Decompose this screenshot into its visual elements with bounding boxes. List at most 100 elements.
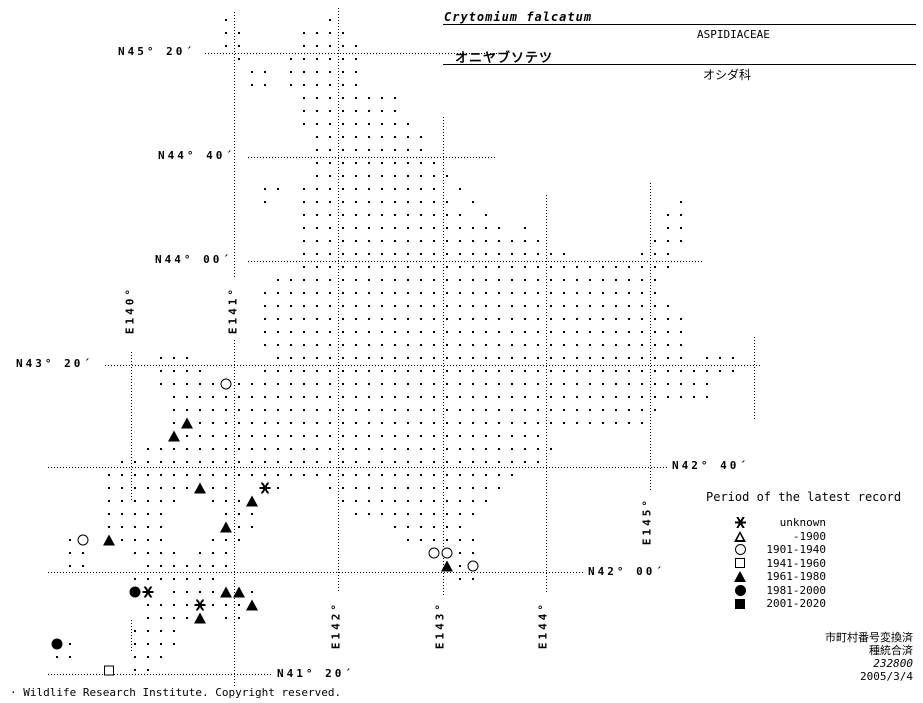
map-dot [186,591,188,593]
map-dot [160,604,162,606]
map-dot [173,383,175,385]
map-dot [212,383,214,385]
map-dot [329,344,331,346]
map-dot [264,409,266,411]
map-dot [355,357,357,359]
map-dot [628,305,630,307]
map-dot [732,370,734,372]
map-dot [472,253,474,255]
map-dot [277,370,279,372]
map-dot [355,448,357,450]
map-dot [693,370,695,372]
map-dot [160,448,162,450]
map-dot [173,630,175,632]
map-dot [394,97,396,99]
map-dot [355,461,357,463]
map-dot [472,331,474,333]
map-dot [329,123,331,125]
graticule-lon-line [234,340,235,688]
map-dot [251,513,253,515]
map-dot [329,305,331,307]
map-dot [160,552,162,554]
map-dot [576,292,578,294]
map-dot [446,279,448,281]
map-dot [446,500,448,502]
map-dot [394,474,396,476]
map-dot [290,474,292,476]
map-dot [602,370,604,372]
map-dot [290,305,292,307]
map-dot [485,214,487,216]
map-dot [134,513,136,515]
map-dot [420,435,422,437]
map-dot [537,396,539,398]
map-dot [160,578,162,580]
map-dot [251,448,253,450]
map-dot [498,461,500,463]
map-dot [329,19,331,21]
map-dot [407,422,409,424]
triangle-filled-mark [181,417,193,429]
map-dot [316,149,318,151]
map-dot [277,422,279,424]
map-dot [602,266,604,268]
map-dot [303,331,305,333]
map-dot [368,292,370,294]
map-dot [368,279,370,281]
map-dot [576,344,578,346]
map-dot [329,292,331,294]
record-symbol-circle-filled [129,583,141,602]
map-dot [472,513,474,515]
map-dot [329,240,331,242]
map-dot [485,396,487,398]
map-dot [537,253,539,255]
map-dot [238,58,240,60]
map-dot [342,123,344,125]
map-dot [472,357,474,359]
legend-item-label: 1961-1980 [766,570,826,584]
map-dot [420,253,422,255]
map-dot [342,435,344,437]
map-dot [199,383,201,385]
map-dot [264,84,266,86]
map-dot [277,474,279,476]
map-dot [368,344,370,346]
family-latin-name: ASPIDIACEAE [697,28,770,41]
map-dot [498,318,500,320]
map-dot [342,162,344,164]
map-dot [368,435,370,437]
map-dot [238,448,240,450]
triangle-filled-icon [734,571,746,583]
triangle-filled-mark [168,430,180,442]
map-dot [537,461,539,463]
asterisk-mark [142,586,154,598]
map-dot [381,292,383,294]
map-dot [485,227,487,229]
map-dot [251,84,253,86]
map-dot [654,292,656,294]
square-filled-icon [735,598,745,609]
map-dot [147,656,149,658]
map-dot [654,318,656,320]
map-dot [472,266,474,268]
map-dot [602,357,604,359]
map-dot [407,513,409,515]
map-dot [355,97,357,99]
map-dot [225,461,227,463]
map-dot [264,461,266,463]
map-dot [394,500,396,502]
map-dot [433,188,435,190]
map-dot [537,279,539,281]
map-dot [173,643,175,645]
map-dot [459,565,461,567]
map-dot [498,279,500,281]
map-dot [459,188,461,190]
map-dot [238,32,240,34]
map-dot [342,422,344,424]
map-dot [173,565,175,567]
map-dot [368,136,370,138]
map-dot [355,136,357,138]
map-dot [446,526,448,528]
map-dot [329,409,331,411]
map-dot [433,539,435,541]
